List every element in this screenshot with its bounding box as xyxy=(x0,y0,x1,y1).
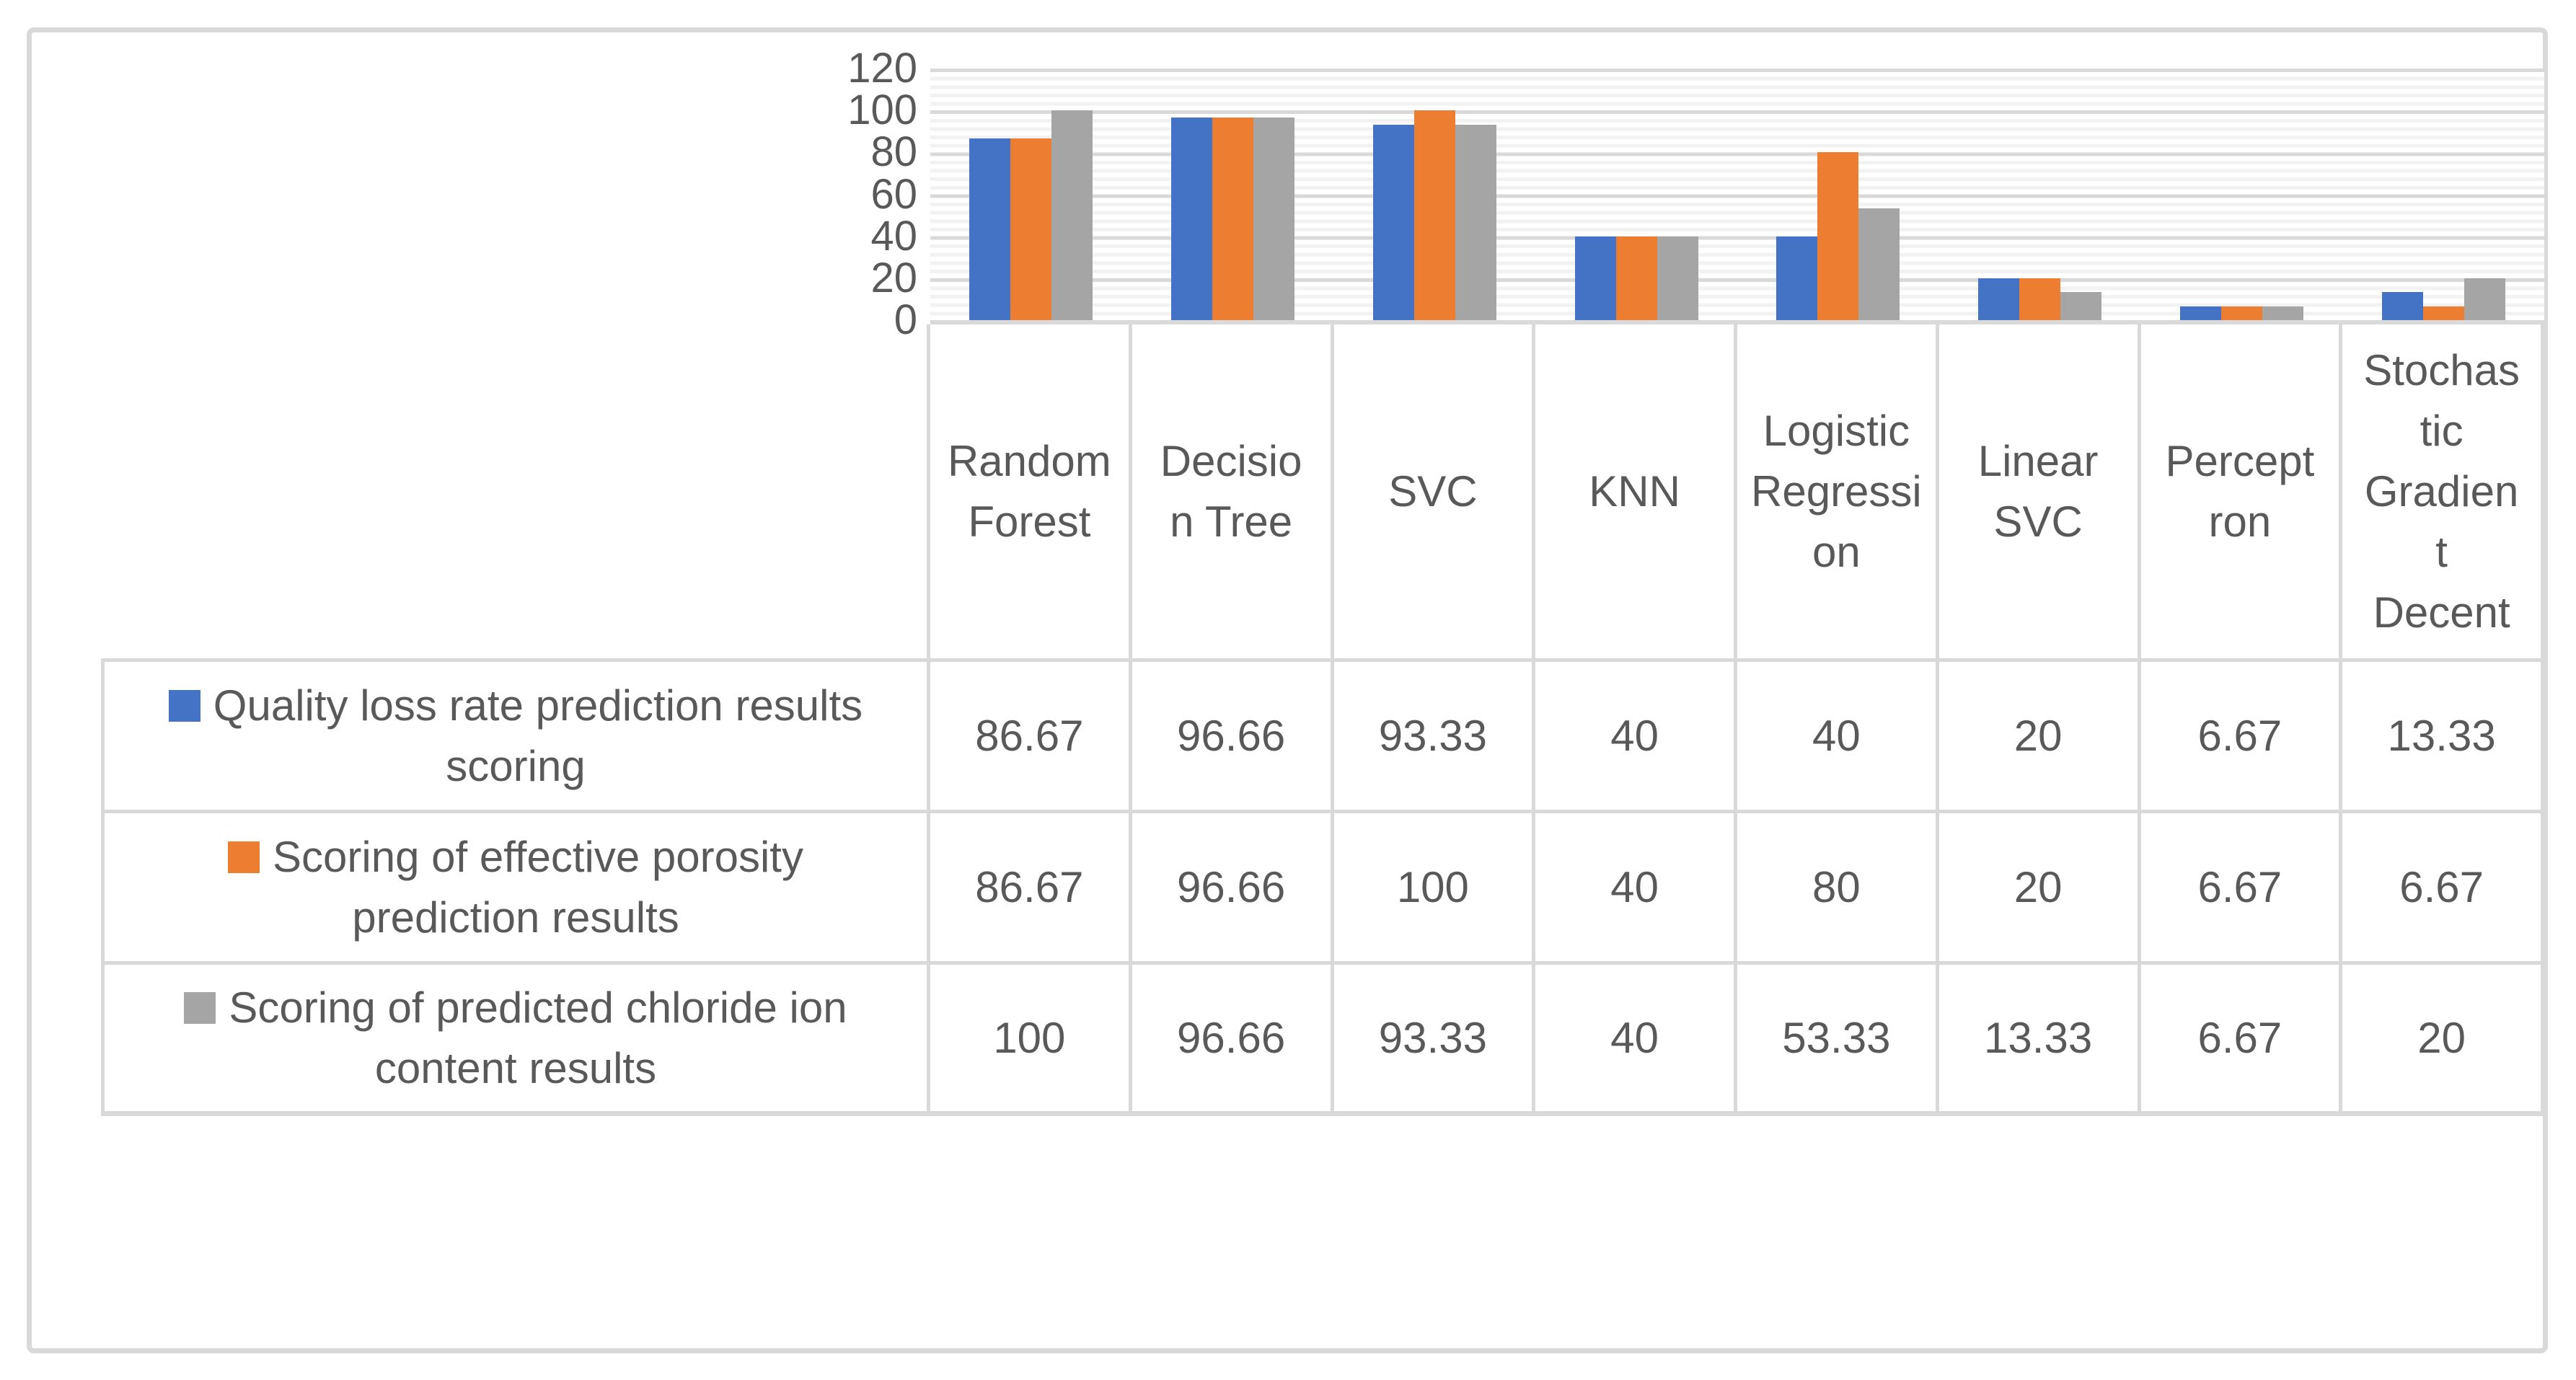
value-cell: 20 xyxy=(2342,965,2544,1116)
bar xyxy=(1171,117,1213,320)
category-header-cell: KNN xyxy=(1535,324,1737,662)
category-header-cell: SVC xyxy=(1333,324,1536,662)
category-header-cell: Percept ron xyxy=(2140,324,2343,662)
value-cell: 40 xyxy=(1535,965,1737,1116)
bar xyxy=(2422,306,2464,320)
bar xyxy=(1858,208,1900,320)
legend-cell: Scoring of predicted chloride ion conten… xyxy=(101,965,930,1116)
value-cell: 6.67 xyxy=(2140,965,2343,1116)
category-header-cell: Logistic Regressi on xyxy=(1737,324,1939,662)
value-cell: 80 xyxy=(1737,813,1939,965)
bar xyxy=(2060,292,2102,320)
bar xyxy=(2262,306,2303,320)
bar xyxy=(969,138,1011,320)
category-header-cell: Decisio n Tree xyxy=(1132,324,1334,662)
value-cell: 6.67 xyxy=(2342,813,2544,965)
value-cell: 6.67 xyxy=(2140,813,2343,965)
bar xyxy=(2179,306,2221,320)
bar xyxy=(1212,117,1254,320)
bar xyxy=(2463,278,2505,320)
bar xyxy=(2381,292,2423,320)
bar xyxy=(1615,236,1657,320)
value-cell: 93.33 xyxy=(1333,965,1536,1116)
category-header-cell: Linear SVC xyxy=(1938,324,2141,662)
legend-series-name: Quality loss rate prediction results sco… xyxy=(213,681,863,790)
y-axis-tick-label: 40 xyxy=(870,212,917,260)
legend-key-swatch xyxy=(228,841,260,873)
bar xyxy=(1657,236,1698,320)
value-cell: 96.66 xyxy=(1132,662,1334,813)
bar-cluster xyxy=(1737,68,1939,320)
legend-cell: Scoring of effective porosity prediction… xyxy=(101,813,930,965)
data-table: Random Forest Decisio n Tree SVC KNN Logisti… xyxy=(101,324,2544,1116)
bar-cluster xyxy=(1939,68,2141,320)
category-header-cell: Stochas tic Gradien t Decent xyxy=(2342,324,2544,662)
bar xyxy=(1372,124,1414,320)
value-cell: 86.67 xyxy=(930,662,1132,813)
bar xyxy=(1574,236,1616,320)
bar xyxy=(1413,110,1455,320)
bar xyxy=(1455,124,1496,320)
y-axis-tick-label: 60 xyxy=(870,170,917,218)
bar-cluster xyxy=(1535,68,1737,320)
legend-series-name: Scoring of effective porosity prediction… xyxy=(273,832,803,942)
value-cell: 40 xyxy=(1535,813,1737,965)
y-axis-tick-label: 100 xyxy=(847,87,917,134)
y-axis-tick-label: 80 xyxy=(870,128,917,176)
bar-cluster xyxy=(1334,68,1536,320)
bar xyxy=(1817,152,1859,320)
value-cell: 40 xyxy=(1535,662,1737,813)
legend-cell: Quality loss rate prediction results sco… xyxy=(101,662,930,813)
value-cell: 20 xyxy=(1938,662,2141,813)
value-cell: 100 xyxy=(930,965,1132,1116)
value-cell: 96.66 xyxy=(1132,813,1334,965)
bar xyxy=(1010,138,1052,320)
bar-cluster xyxy=(1132,68,1334,320)
bar xyxy=(2019,278,2061,320)
value-cell: 53.33 xyxy=(1737,965,1939,1116)
plot-area xyxy=(930,68,2544,324)
legend-key-swatch xyxy=(168,689,200,722)
value-cell: 20 xyxy=(1938,813,2141,965)
value-cell: 93.33 xyxy=(1333,662,1536,813)
legend-series-name: Scoring of predicted chloride ion conten… xyxy=(229,983,847,1092)
bar xyxy=(1776,236,1818,320)
category-header-cell: Random Forest xyxy=(930,324,1132,662)
bar-cluster xyxy=(2342,68,2544,320)
value-cell: 96.66 xyxy=(1132,965,1334,1116)
legend-key-swatch xyxy=(184,991,216,1024)
bar xyxy=(2220,306,2262,320)
bar xyxy=(1253,117,1295,320)
table-corner-cell xyxy=(101,324,930,662)
bar-cluster xyxy=(930,68,1132,320)
bar-cluster xyxy=(2141,68,2343,320)
value-cell: 13.33 xyxy=(2342,662,2544,813)
y-axis-tick-label: 0 xyxy=(894,296,917,343)
value-cell: 100 xyxy=(1333,813,1536,965)
value-cell: 40 xyxy=(1737,662,1939,813)
bar xyxy=(1978,278,2020,320)
bar xyxy=(1051,110,1093,320)
value-cell: 86.67 xyxy=(930,813,1132,965)
value-cell: 13.33 xyxy=(1938,965,2141,1116)
y-axis-tick-label: 20 xyxy=(870,254,917,301)
y-axis-tick-label: 120 xyxy=(847,45,917,92)
value-cell: 6.67 xyxy=(2140,662,2343,813)
